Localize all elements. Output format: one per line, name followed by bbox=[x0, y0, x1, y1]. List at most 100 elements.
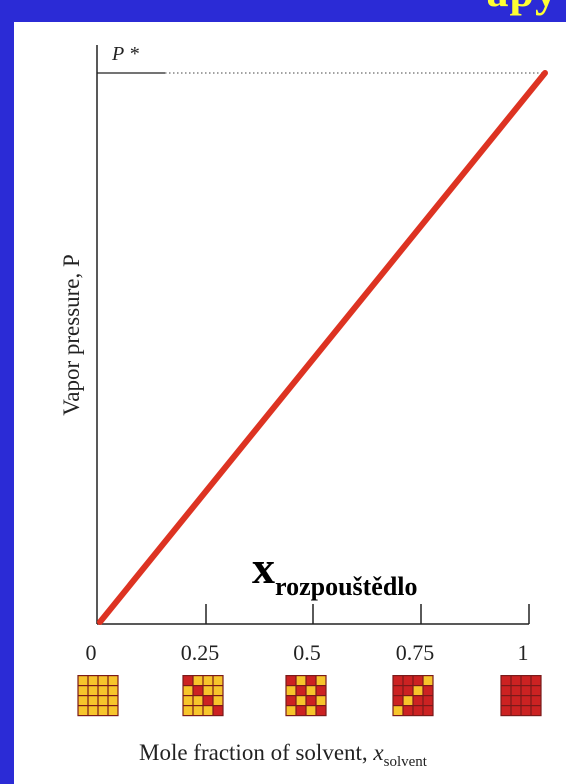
solute-cell bbox=[306, 706, 316, 715]
composition-grid-1 bbox=[182, 675, 224, 717]
overlay-label-subscript: rozpouštědlo bbox=[275, 572, 418, 601]
x-axis-label-text: Mole fraction of solvent, x bbox=[139, 740, 384, 765]
solvent-cell bbox=[286, 696, 296, 705]
solvent-cell bbox=[531, 696, 541, 705]
overlay-label-main: x bbox=[252, 542, 275, 593]
x-tick-label-1: 0.25 bbox=[181, 640, 220, 665]
x-tick-label-4: 1 bbox=[518, 640, 529, 665]
solvent-cell bbox=[183, 676, 193, 685]
solute-cell bbox=[316, 696, 326, 705]
solute-cell bbox=[183, 706, 193, 715]
series-line-0 bbox=[97, 70, 548, 625]
y-axis-label: Vapor pressure, P bbox=[59, 254, 84, 416]
solute-cell bbox=[193, 706, 203, 715]
solvent-cell bbox=[501, 686, 511, 695]
solute-cell bbox=[213, 686, 223, 695]
solute-cell bbox=[286, 706, 296, 715]
solvent-cell bbox=[403, 686, 413, 695]
solvent-cell bbox=[521, 676, 531, 685]
solute-cell bbox=[203, 706, 213, 715]
solvent-cell bbox=[393, 686, 403, 695]
header-strip: apy bbox=[0, 0, 566, 22]
solute-cell bbox=[413, 686, 423, 695]
solvent-cell bbox=[213, 706, 223, 715]
solute-cell bbox=[108, 676, 118, 685]
solute-cell bbox=[78, 696, 88, 705]
solvent-cell bbox=[521, 696, 531, 705]
solvent-cell bbox=[316, 706, 326, 715]
solute-cell bbox=[403, 696, 413, 705]
solvent-cell bbox=[286, 676, 296, 685]
solvent-cell bbox=[511, 686, 521, 695]
solute-cell bbox=[88, 676, 98, 685]
solute-cell bbox=[213, 676, 223, 685]
solute-cell bbox=[88, 706, 98, 715]
solvent-cell bbox=[393, 676, 403, 685]
solute-cell bbox=[296, 696, 306, 705]
solute-cell bbox=[98, 696, 108, 705]
solvent-cell bbox=[501, 696, 511, 705]
solute-cell bbox=[423, 676, 433, 685]
solute-cell bbox=[108, 706, 118, 715]
solute-cell bbox=[98, 676, 108, 685]
solute-cell bbox=[183, 696, 193, 705]
solute-cell bbox=[108, 686, 118, 695]
solvent-cell bbox=[511, 696, 521, 705]
solvent-cell bbox=[296, 706, 306, 715]
solute-cell bbox=[203, 676, 213, 685]
solute-cell bbox=[306, 686, 316, 695]
x-axis-label-subscript: solvent bbox=[383, 754, 427, 770]
solvent-cell bbox=[423, 696, 433, 705]
solute-cell bbox=[286, 686, 296, 695]
solute-cell bbox=[78, 686, 88, 695]
solute-cell bbox=[316, 676, 326, 685]
solvent-cell bbox=[193, 686, 203, 695]
solvent-cell bbox=[501, 676, 511, 685]
solvent-cell bbox=[531, 706, 541, 715]
composition-grid-4 bbox=[500, 675, 542, 717]
composition-grid-0 bbox=[77, 675, 119, 717]
solvent-cell bbox=[521, 706, 531, 715]
solvent-cell bbox=[306, 676, 316, 685]
solute-cell bbox=[193, 676, 203, 685]
solute-cell bbox=[183, 686, 193, 695]
solvent-cell bbox=[501, 706, 511, 715]
solvent-cell bbox=[316, 686, 326, 695]
x-axis-variable: x bbox=[373, 740, 384, 765]
overlay-solvent-label: xrozpouštědlo bbox=[252, 542, 418, 600]
solvent-cell bbox=[203, 696, 213, 705]
solvent-cell bbox=[413, 696, 423, 705]
solvent-cell bbox=[511, 676, 521, 685]
solvent-cell bbox=[521, 686, 531, 695]
solute-cell bbox=[88, 696, 98, 705]
x-axis-label: Mole fraction of solvent, xsolvent bbox=[0, 740, 566, 770]
solute-cell bbox=[193, 696, 203, 705]
slide-title-fragment: apy bbox=[487, 0, 558, 17]
solvent-cell bbox=[403, 676, 413, 685]
solute-cell bbox=[203, 686, 213, 695]
solvent-cell bbox=[296, 686, 306, 695]
solvent-cell bbox=[403, 706, 413, 715]
x-tick-label-3: 0.75 bbox=[396, 640, 435, 665]
solvent-cell bbox=[531, 676, 541, 685]
composition-grid-3 bbox=[392, 675, 434, 717]
solvent-cell bbox=[393, 696, 403, 705]
x-tick-label-0: 0 bbox=[86, 640, 97, 665]
solute-cell bbox=[98, 706, 108, 715]
solute-cell bbox=[78, 676, 88, 685]
solute-cell bbox=[213, 696, 223, 705]
p-star-label: P * bbox=[111, 43, 139, 65]
solute-cell bbox=[108, 696, 118, 705]
solvent-cell bbox=[531, 686, 541, 695]
solute-cell bbox=[296, 676, 306, 685]
composition-grid-2 bbox=[285, 675, 327, 717]
solvent-cell bbox=[511, 706, 521, 715]
solvent-cell bbox=[423, 706, 433, 715]
solute-cell bbox=[78, 706, 88, 715]
solute-cell bbox=[98, 686, 108, 695]
solvent-cell bbox=[423, 686, 433, 695]
solvent-cell bbox=[413, 676, 423, 685]
solvent-cell bbox=[306, 696, 316, 705]
chart-panel bbox=[14, 22, 566, 784]
